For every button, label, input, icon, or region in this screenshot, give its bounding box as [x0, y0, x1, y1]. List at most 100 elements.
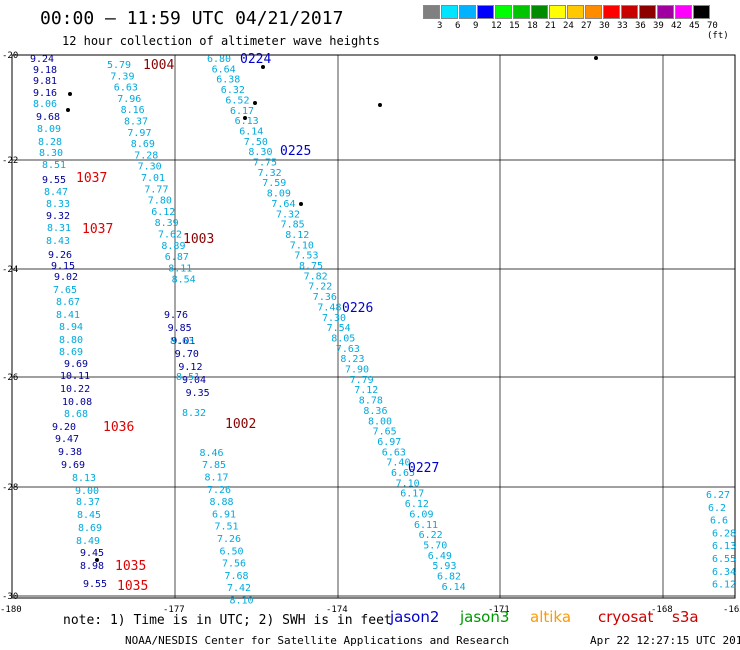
wave-height-value: 8.31: [47, 223, 71, 234]
wave-height-value: 6.38: [216, 75, 240, 86]
legend-swatch: [531, 5, 548, 19]
footer-timestamp: Apr 22 12:27:15 UTC 2017: [590, 634, 740, 647]
wave-height-value: 9.01: [171, 336, 195, 347]
wave-height-value: 7.48: [317, 302, 341, 313]
wave-height-value: 6.52: [225, 95, 249, 106]
wave-height-value: 8.69: [59, 347, 83, 358]
wave-height-value: 8.89: [161, 241, 185, 252]
wave-height-value: 7.32: [258, 168, 282, 179]
wave-height-value: 9.18: [33, 65, 57, 76]
wave-height-value: 6.50: [220, 546, 244, 557]
wave-height-value: 7.22: [308, 282, 332, 293]
wave-height-value: 8.39: [155, 218, 179, 229]
wave-height-value: 8.78: [359, 396, 383, 407]
wave-height-value: 6.82: [437, 572, 461, 583]
wave-height-value: 9.16: [33, 88, 57, 99]
wave-height-value: 8.32: [182, 408, 206, 419]
wave-height-value: 6.34: [712, 567, 736, 578]
wave-height-value: 9.55: [42, 175, 66, 186]
wave-height-value: 6.13: [712, 541, 736, 552]
pressure-label: 1002: [225, 417, 256, 432]
wave-height-value: 8.09: [267, 189, 291, 200]
wave-height-value: 8.11: [168, 263, 192, 274]
wave-height-value: 7.26: [207, 485, 231, 496]
wave-height-value: 9.69: [64, 359, 88, 370]
wave-height-value: 7.77: [144, 184, 168, 195]
legend-swatch: [567, 5, 584, 19]
legend-swatch: [423, 5, 440, 19]
wave-height-value: 7.26: [217, 534, 241, 545]
wave-height-value: 9.00: [75, 486, 99, 497]
pass-time-label: 0227: [408, 461, 439, 476]
wave-height-value: 9.04: [182, 375, 206, 386]
lon-tick-label: -177: [163, 605, 185, 615]
wave-height-value: 7.90: [345, 365, 369, 376]
wave-height-value: 6.14: [442, 582, 466, 593]
wave-height-value: 8.94: [59, 322, 83, 333]
pressure-label: 1036: [103, 420, 134, 435]
wave-height-value: 7.54: [327, 323, 351, 334]
wave-height-value: 8.12: [285, 230, 309, 241]
wave-height-value: 9.20: [52, 422, 76, 433]
wave-height-value: 7.65: [373, 427, 397, 438]
wave-height-value: 7.50: [244, 137, 268, 148]
island-mark: [95, 558, 99, 562]
wave-height-value: 9.76: [164, 310, 188, 321]
wave-height-value: 8.00: [368, 416, 392, 427]
wave-height-value: 8.30: [248, 147, 272, 158]
wave-height-value: 7.85: [202, 460, 226, 471]
color-scale-labels: 3 6 9 12 15 18 21 24 27 30 33 36 39 42 45 70 (ft): [423, 21, 740, 41]
wave-height-value: 7.59: [262, 178, 286, 189]
wave-height-value: 6.14: [239, 126, 263, 137]
island-mark: [378, 103, 382, 107]
pass-time-label: 0226: [342, 301, 373, 316]
legend-label: 3: [437, 21, 443, 31]
lat-tick-label: -22: [2, 156, 18, 166]
wave-height-value: 9.35: [186, 388, 210, 399]
wave-height-value: 7.64: [271, 199, 295, 210]
wave-height-value: 9.38: [58, 447, 82, 458]
wave-height-value: 6.2: [708, 503, 726, 514]
wave-height-value: 8.30: [39, 148, 63, 159]
legend-swatch: [513, 5, 530, 19]
wave-height-value: 7.39: [110, 71, 134, 82]
wave-height-value: 5.70: [423, 540, 447, 551]
lat-tick-label: -28: [2, 483, 18, 493]
wave-height-value: 8.43: [46, 236, 70, 247]
legend-label: 15: [509, 21, 520, 31]
wave-height-value: 9.55: [83, 579, 107, 590]
wave-height-value: 9.24: [30, 54, 54, 65]
lon-tick-label: -180: [0, 605, 22, 615]
island-mark: [243, 116, 247, 120]
wave-height-value: 10.11: [60, 371, 90, 382]
pass-time-label: 0224: [240, 52, 271, 67]
lat-tick-label: -26: [2, 373, 18, 383]
wave-height-value: 8.37: [124, 117, 148, 128]
wave-height-value: 6.64: [212, 64, 236, 75]
lon-tick-label: -171: [488, 605, 510, 615]
wave-height-value: 5.93: [432, 561, 456, 572]
pressure-label: 1037: [82, 222, 113, 237]
page-subtitle: 12 hour collection of altimeter wave hei…: [62, 34, 380, 48]
wave-height-value: 9.02: [54, 272, 78, 283]
pass-time-label: 0225: [280, 144, 311, 159]
wave-height-value: 7.12: [354, 385, 378, 396]
wave-height-value: 8.41: [56, 310, 80, 321]
wave-height-value: 9.45: [80, 548, 104, 559]
wave-height-value: 8.17: [205, 473, 229, 484]
lon-tick-label: -165: [723, 605, 740, 615]
legend-label: 45: [689, 21, 700, 31]
wave-height-value: 7.65: [53, 285, 77, 296]
wave-height-value: 6.12: [712, 580, 736, 591]
wave-height-value: 9.47: [55, 434, 79, 445]
wave-height-value: 6.12: [151, 207, 175, 218]
legend-label: 21: [545, 21, 556, 31]
footer-credit: NOAA/NESDIS Center for Satellite Applica…: [125, 634, 510, 647]
wave-height-value: 9.69: [61, 460, 85, 471]
wave-height-value: 8.13: [72, 473, 96, 484]
wave-height-value: 6.91: [212, 509, 236, 520]
wave-height-value: 6.97: [377, 437, 401, 448]
wave-height-value: 7.53: [294, 251, 318, 262]
island-mark: [66, 108, 70, 112]
